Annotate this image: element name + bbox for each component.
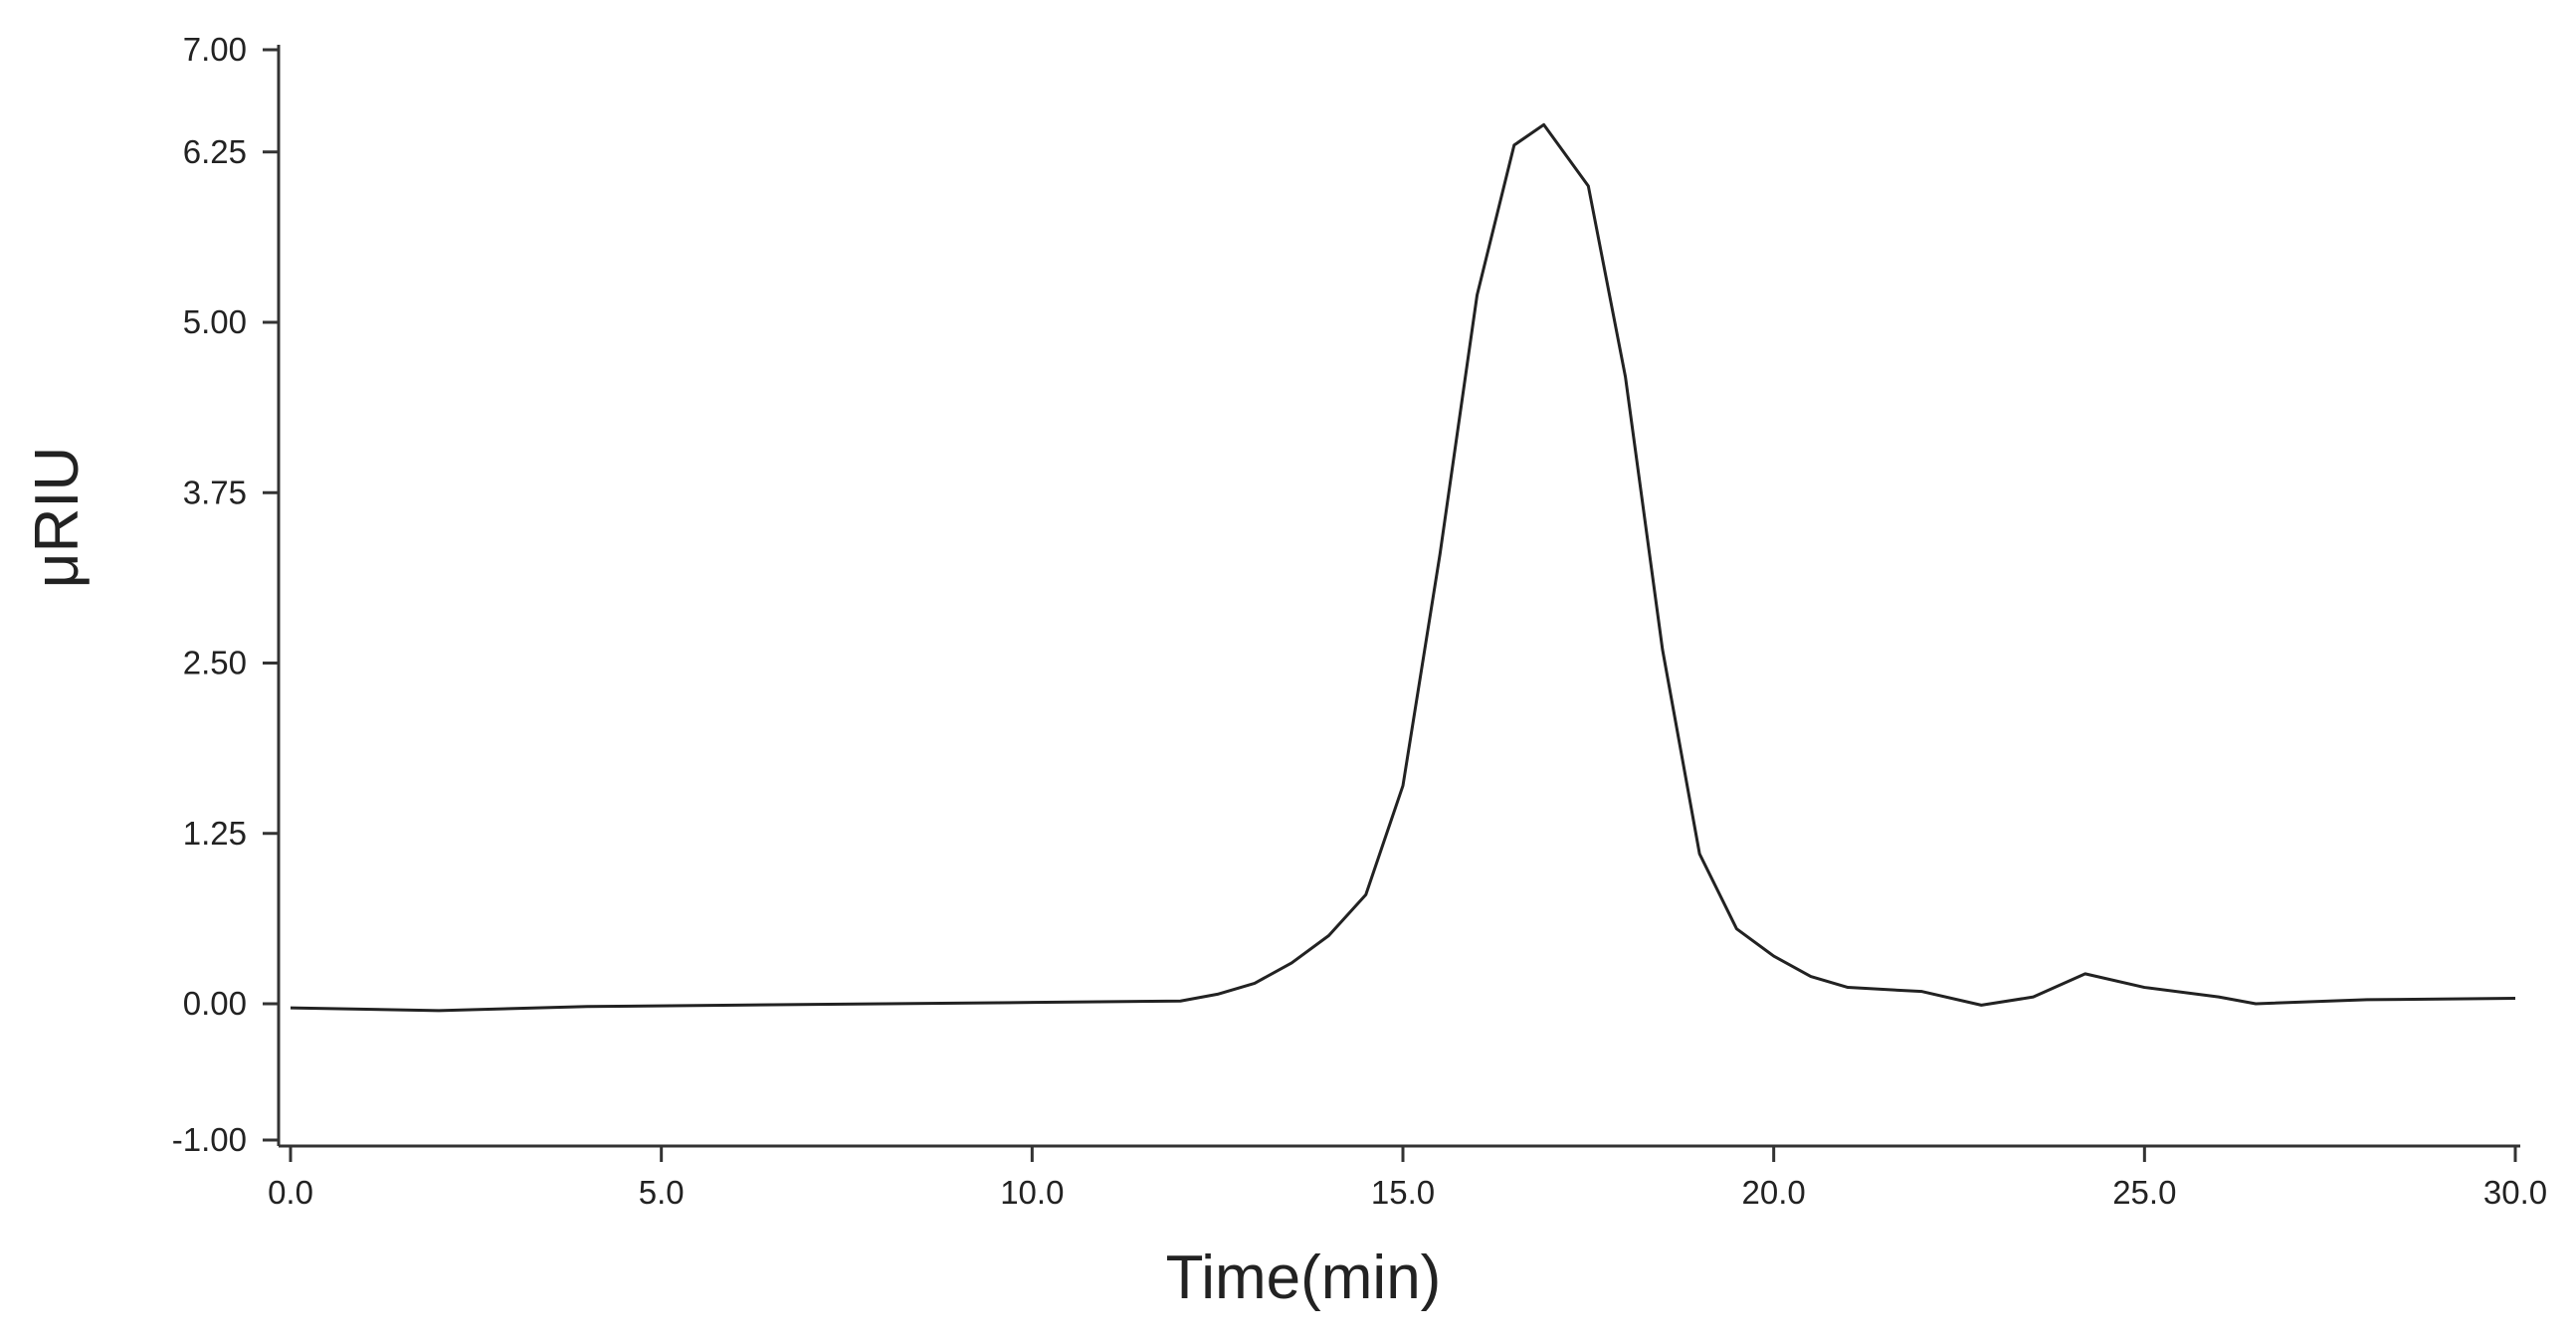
x-tick-label: 20.0 <box>1742 1174 1806 1211</box>
y-tick-label: 7.00 <box>183 31 247 68</box>
y-tick-label: 5.00 <box>183 303 247 340</box>
x-tick-label: 25.0 <box>2112 1174 2176 1211</box>
y-tick-label: 1.25 <box>183 815 247 852</box>
y-tick-label: -1.00 <box>172 1121 247 1158</box>
x-tick-label: 0.0 <box>268 1174 313 1211</box>
y-tick-label: 2.50 <box>183 645 247 681</box>
y-axis-label: μRIU <box>23 447 92 589</box>
x-tick-label: 5.0 <box>639 1174 685 1211</box>
x-tick-label: 15.0 <box>1371 1174 1435 1211</box>
y-tick-label: 3.75 <box>183 474 247 510</box>
y-tick-label: 6.25 <box>183 133 247 170</box>
x-tick-label: 10.0 <box>1000 1174 1064 1211</box>
trace-line <box>290 122 2516 1013</box>
x-axis-label: Time(min) <box>1166 1244 1442 1312</box>
y-tick-label: 0.00 <box>183 985 247 1022</box>
x-tick-label: 30.0 <box>2483 1174 2547 1211</box>
